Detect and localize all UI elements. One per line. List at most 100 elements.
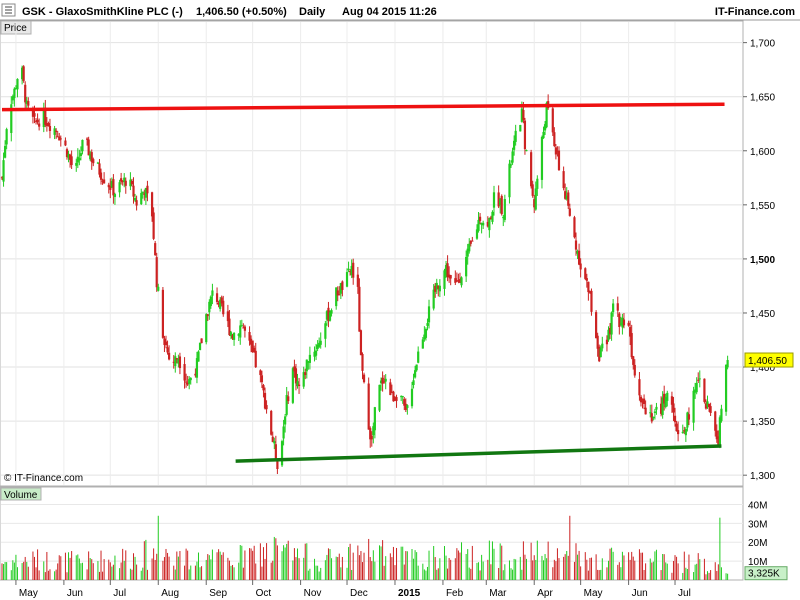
volume-bar	[77, 554, 79, 580]
candle-body	[618, 313, 621, 328]
volume-bar	[190, 565, 192, 580]
candle	[607, 326, 610, 342]
candle	[390, 384, 393, 394]
candle-body	[265, 405, 268, 410]
volume-bar	[228, 560, 230, 580]
candle	[3, 140, 7, 159]
candle-body	[296, 381, 299, 387]
volume-bar	[719, 517, 721, 580]
candle-body	[655, 406, 658, 410]
candle-body	[361, 353, 364, 371]
volume-bar	[575, 543, 577, 580]
candle-body	[601, 343, 604, 349]
candle-body	[85, 138, 89, 140]
candle-body	[260, 375, 264, 383]
volume-bar	[601, 558, 603, 580]
volume-bar	[717, 564, 719, 580]
candle	[55, 128, 58, 139]
candle	[226, 304, 229, 328]
volume-bar	[465, 553, 467, 580]
candle	[280, 439, 284, 467]
volume-bar	[146, 569, 148, 580]
candle-body	[112, 179, 115, 196]
candle	[318, 337, 321, 349]
candle	[75, 158, 78, 172]
volume-bar	[264, 558, 266, 580]
candle-body	[619, 323, 622, 325]
candle	[220, 295, 223, 307]
volume-bar	[232, 564, 234, 580]
candle-body	[672, 403, 675, 413]
candle-body	[499, 198, 502, 205]
candle	[584, 267, 587, 281]
volume-panel-tab[interactable]	[0, 487, 42, 501]
volume-bar	[276, 545, 278, 580]
support-trendline[interactable]	[235, 444, 722, 463]
candle-body	[694, 389, 697, 393]
volume-bar	[216, 552, 218, 580]
volume-bar	[68, 552, 70, 580]
candle-body	[185, 381, 188, 383]
candle-body	[511, 151, 514, 163]
candle-body	[150, 192, 154, 217]
volume-bar	[140, 570, 142, 580]
volume-bar	[555, 561, 557, 580]
volume-bar	[120, 562, 122, 580]
time-tick-label: May	[19, 588, 38, 599]
candle-body	[650, 413, 653, 422]
price-axis: 1,300 1,350 1,400 1,450 1,500 1,550 1,600 1,650…	[743, 39, 775, 482]
candle	[157, 283, 160, 292]
candle-body	[48, 125, 52, 131]
volume-bar	[400, 546, 402, 580]
candle-body	[313, 351, 316, 357]
candle	[183, 357, 186, 389]
volume-bar	[479, 570, 481, 580]
candle-body	[621, 317, 624, 328]
candle	[124, 177, 127, 194]
volume-bar	[44, 572, 46, 580]
volume-bar	[230, 565, 232, 580]
candle	[96, 161, 100, 164]
candle	[120, 172, 123, 185]
volume-bar	[307, 570, 309, 580]
candle-body	[513, 140, 516, 150]
candle-body	[11, 96, 14, 101]
volume-bar	[434, 557, 436, 580]
candle	[27, 97, 30, 108]
candle-body	[262, 385, 265, 391]
volume-bar	[490, 564, 492, 580]
time-tick-label: Dec	[350, 588, 368, 599]
resistance-trendline[interactable]	[1, 102, 725, 112]
candle	[383, 375, 386, 384]
candle	[531, 180, 534, 198]
candle	[415, 364, 418, 372]
candle-body	[55, 130, 58, 132]
candle-body	[444, 265, 448, 275]
candle-body	[68, 154, 72, 160]
candle	[724, 364, 728, 416]
candle	[307, 360, 310, 370]
volume-bar	[340, 567, 342, 580]
candle-body	[103, 179, 106, 184]
candle-body	[372, 426, 375, 436]
candle-body	[542, 131, 545, 139]
volume-bar	[163, 557, 165, 580]
candle-body	[608, 328, 612, 334]
volume-bar	[524, 554, 526, 580]
volume-bar	[309, 568, 311, 580]
candle-body	[237, 333, 240, 336]
candle-body	[121, 181, 124, 183]
candle	[316, 340, 319, 352]
volume-bar	[255, 563, 257, 580]
ticker-icon[interactable]	[1, 3, 16, 17]
candle	[379, 377, 383, 391]
volume-bar	[525, 558, 527, 580]
candle-body	[698, 378, 701, 380]
volume-bar	[306, 543, 308, 580]
candle-body	[164, 341, 168, 346]
candle-body	[14, 88, 18, 90]
candle-body	[448, 274, 451, 278]
candle	[166, 340, 169, 355]
candle-body	[607, 329, 610, 341]
candle	[107, 182, 110, 194]
